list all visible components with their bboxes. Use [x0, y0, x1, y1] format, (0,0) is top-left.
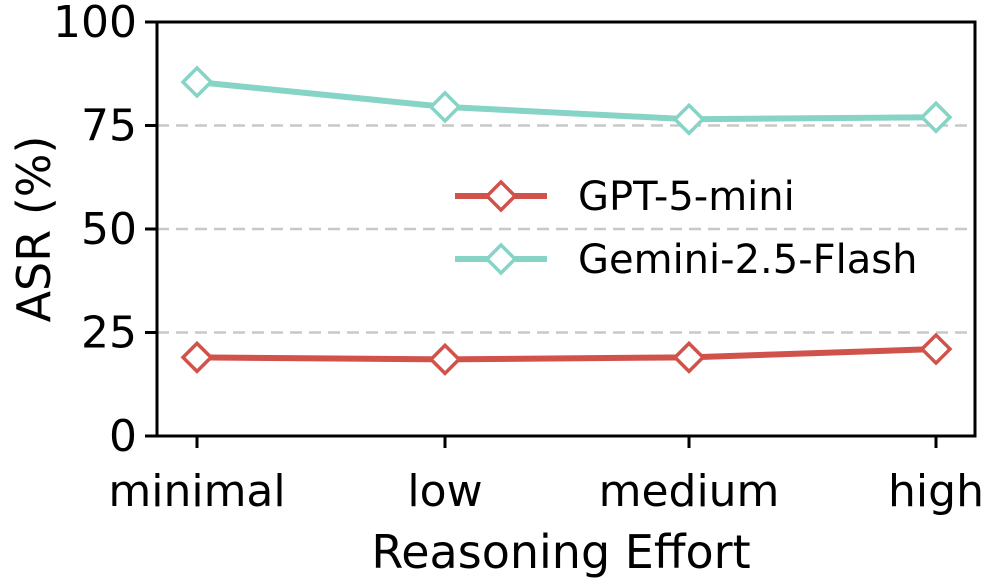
series-line: [196, 79, 937, 123]
series-layer: [180, 65, 953, 376]
x-tick-label-low: low: [407, 466, 482, 517]
series-line: [196, 346, 937, 363]
data-point-high: [919, 332, 953, 366]
data-point-high: [919, 100, 953, 134]
legend-item: GPT-5-mini: [455, 174, 795, 220]
x-tick-label-minimal: minimal: [108, 466, 285, 517]
x-tick-label-medium: medium: [599, 466, 780, 517]
series-gemini-2-5-flash: [180, 65, 953, 136]
y-tick-label-25: 25: [81, 308, 137, 359]
axes: 0 25 50 75 100 minimal low medium high: [53, 0, 984, 517]
legend-label: Gemini-2.5-Flash: [578, 237, 917, 283]
x-tick-label-high: high: [888, 466, 984, 517]
y-tick-label-0: 0: [109, 411, 137, 462]
data-point-medium: [672, 102, 706, 136]
legend-label: GPT-5-mini: [578, 174, 795, 220]
grid-lines: [157, 124, 975, 334]
series-gpt-5-mini: [180, 332, 953, 376]
data-point-minimal: [180, 340, 214, 374]
data-point-medium: [672, 340, 706, 374]
y-tick-label-50: 50: [81, 204, 137, 255]
data-point-low: [428, 90, 462, 124]
y-axis-label: ASR (%): [7, 136, 61, 323]
y-tick-label-100: 100: [53, 0, 137, 48]
y-tick-label-75: 75: [81, 101, 137, 152]
x-axis-label: Reasoning Effort: [371, 525, 750, 579]
legend-swatch-marker: [484, 179, 518, 213]
legend: GPT-5-mini Gemini-2.5-Flash: [455, 174, 917, 283]
data-point-low: [428, 342, 462, 376]
data-point-minimal: [180, 65, 214, 99]
legend-item: Gemini-2.5-Flash: [455, 237, 917, 283]
legend-swatch-marker: [484, 242, 518, 276]
